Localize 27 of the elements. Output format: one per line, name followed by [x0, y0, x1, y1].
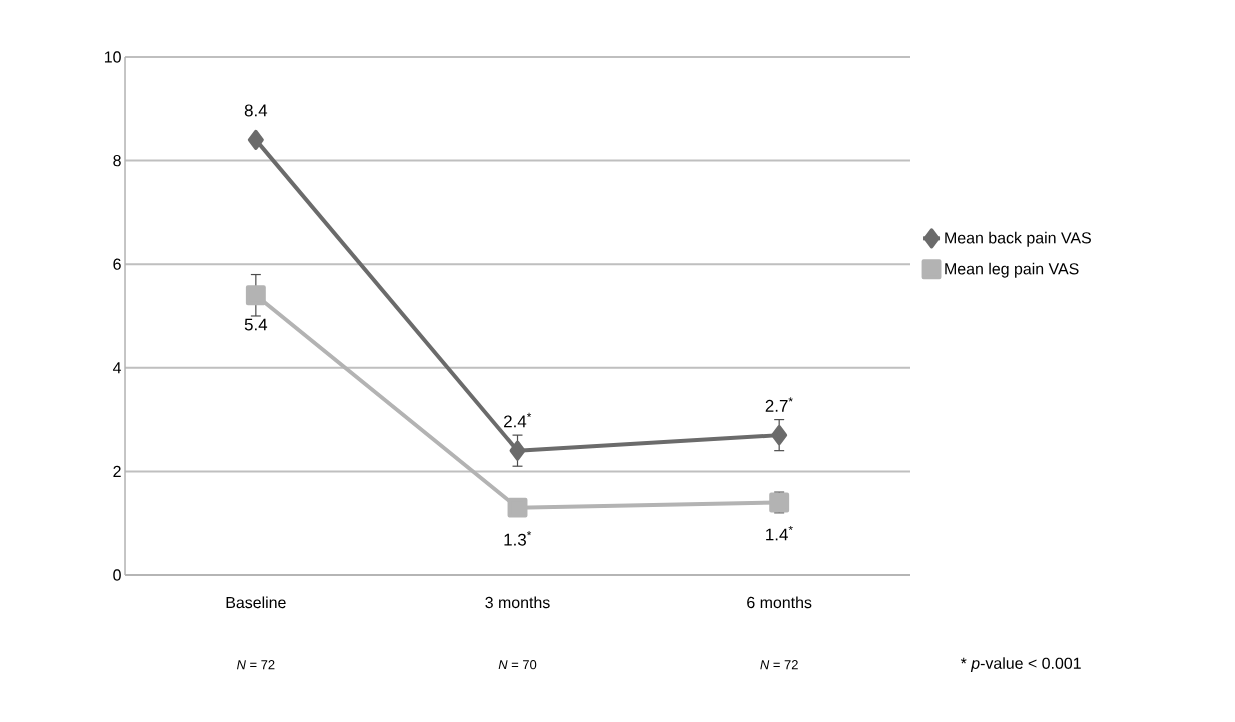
point [507, 497, 528, 518]
data-label: 1.4$^{*}$ [766, 525, 793, 541]
data-label: 2.7$^{*}$ [765, 397, 793, 412]
text: N = 72 [760, 660, 798, 670]
text: N = 72 [236, 660, 275, 670]
text: N = 70 [498, 660, 537, 670]
x-tick-label: Baseline [226, 596, 286, 609]
y-tick-label: 4 [112, 362, 122, 374]
y-tick-label: 6 [113, 258, 121, 270]
data-label: 5.4 [244, 318, 268, 331]
x-tick-label: 6 months [747, 596, 812, 609]
point [509, 440, 526, 461]
y-tick-label: 10 [104, 51, 121, 63]
y-tick-label: 2 [113, 465, 121, 477]
legend-label: Mean leg pain VAS [945, 262, 1079, 278]
y-tick-label: 8 [113, 154, 121, 167]
point [245, 285, 266, 306]
point [771, 425, 788, 446]
data-label: 1.3$^{*}$ [504, 531, 532, 546]
y-tick-label: 0 [113, 569, 121, 581]
data-label: 2.4$^{*}$ [504, 412, 532, 428]
data-label: 8.4 [244, 104, 268, 117]
text: *p-value < 0.001 [960, 657, 1081, 673]
point [247, 129, 264, 150]
legend-label: Mean back pain VAS [945, 231, 1091, 247]
x-tick-label: 3 months [485, 596, 550, 609]
point [769, 492, 790, 513]
